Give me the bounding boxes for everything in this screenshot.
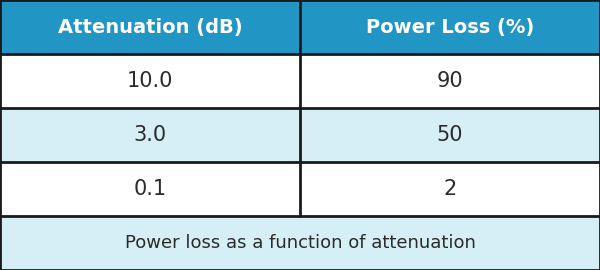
Bar bbox=[0, 216, 600, 270]
Bar bbox=[300, 108, 600, 162]
Bar bbox=[0, 0, 300, 54]
Text: 90: 90 bbox=[437, 71, 463, 91]
Bar bbox=[300, 0, 600, 54]
Bar bbox=[300, 54, 600, 108]
Text: 3.0: 3.0 bbox=[133, 125, 167, 145]
Bar bbox=[0, 54, 300, 108]
Text: Power Loss (%): Power Loss (%) bbox=[366, 18, 534, 36]
Text: Power loss as a function of attenuation: Power loss as a function of attenuation bbox=[125, 234, 475, 252]
Text: 2: 2 bbox=[443, 179, 457, 199]
Text: 10.0: 10.0 bbox=[127, 71, 173, 91]
Bar bbox=[0, 162, 300, 216]
Text: 50: 50 bbox=[437, 125, 463, 145]
Text: 0.1: 0.1 bbox=[133, 179, 167, 199]
Bar bbox=[300, 162, 600, 216]
Text: Attenuation (dB): Attenuation (dB) bbox=[58, 18, 242, 36]
Bar bbox=[0, 108, 300, 162]
